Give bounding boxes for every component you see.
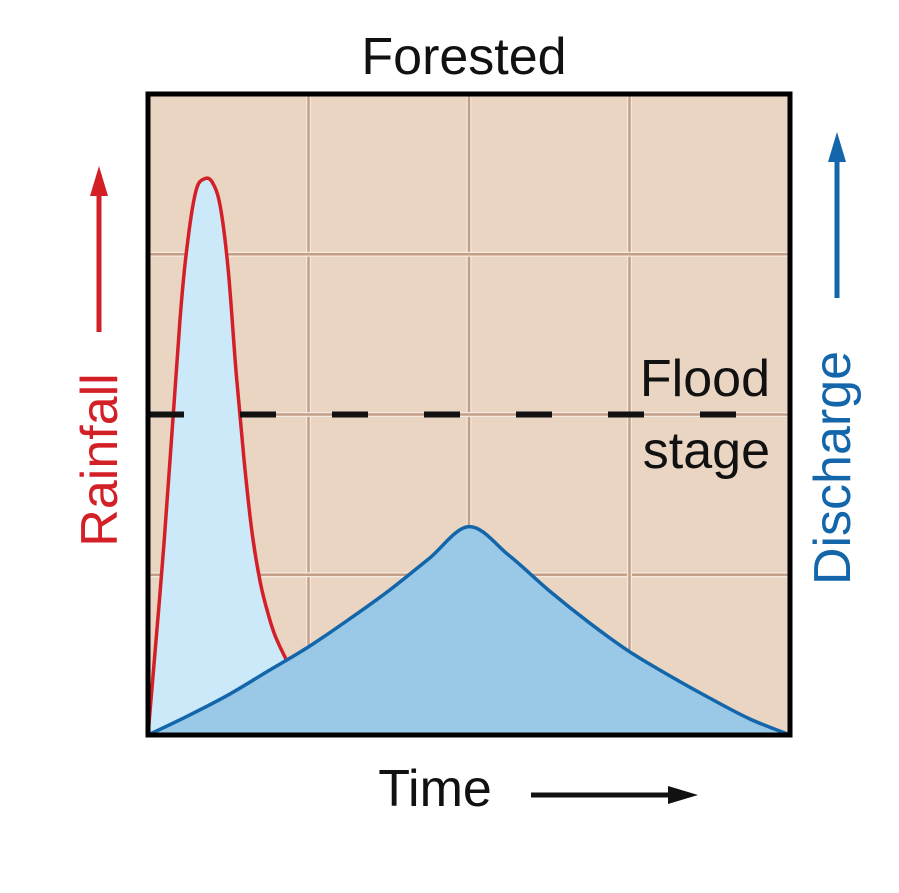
rainfall-axis-label: Rainfall — [71, 373, 129, 546]
chart-title: Forested — [361, 28, 566, 86]
rainfall-area — [148, 178, 341, 736]
discharge-area — [148, 526, 790, 735]
series-layer — [146, 176, 791, 737]
discharge-axis-label: Discharge — [804, 351, 862, 585]
flood-stage-label-line1: Flood — [640, 350, 770, 408]
flood-stage-label-line2: stage — [643, 422, 770, 480]
discharge-arrow-icon — [828, 132, 846, 298]
discharge-curve — [147, 524, 791, 737]
time-arrow-icon — [531, 786, 698, 804]
rainfall-arrow-icon — [90, 166, 108, 332]
plot-frame — [145, 91, 793, 738]
plot-area — [145, 91, 793, 738]
time-axis-label: Time — [378, 760, 492, 818]
